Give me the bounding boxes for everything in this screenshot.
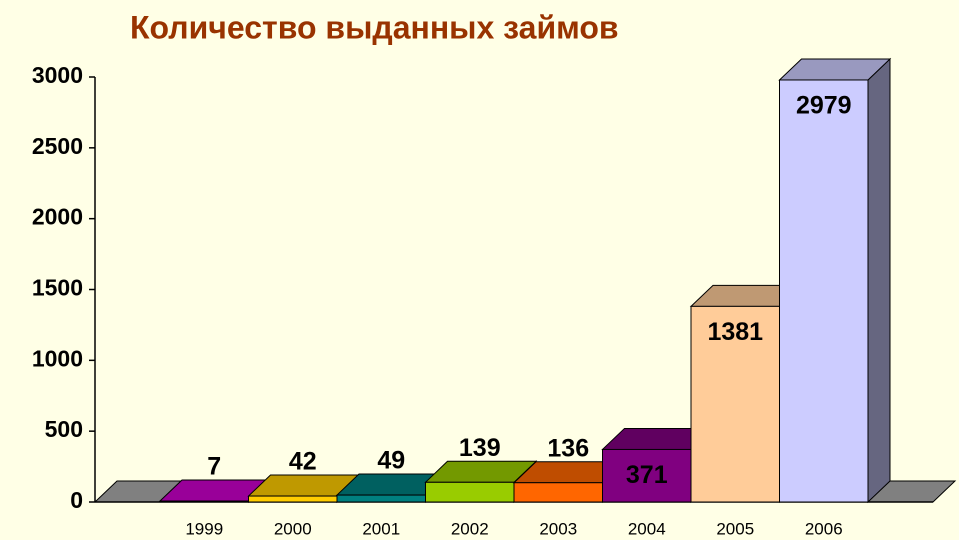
bar	[159, 500, 249, 503]
x-tick-label: 2004	[628, 519, 666, 538]
value-label: 371	[626, 461, 668, 489]
bar	[779, 79, 869, 503]
bar	[602, 448, 692, 503]
value-label: 139	[459, 434, 501, 462]
value-label: 2979	[796, 92, 852, 120]
x-tick-label: 2003	[539, 519, 577, 538]
y-tick-label: 2000	[32, 204, 83, 230]
y-tick-label: 0	[70, 487, 83, 513]
y-tick-label: 1500	[32, 275, 83, 301]
bar	[513, 482, 603, 503]
y-tick-label: 3000	[32, 62, 83, 88]
x-tick-label: 2000	[274, 519, 312, 538]
value-label: 42	[289, 448, 317, 476]
x-tick-label: 2005	[716, 519, 754, 538]
bar	[425, 481, 515, 503]
chart-title: Количество выданных займов	[130, 9, 619, 45]
bar-side	[867, 57, 891, 504]
x-tick-label: 1999	[185, 519, 223, 538]
x-tick-label: 2002	[451, 519, 489, 538]
bar	[690, 305, 780, 503]
value-label: 136	[547, 434, 589, 462]
bar	[248, 495, 338, 503]
y-tick-label: 1000	[32, 345, 83, 371]
x-tick-label: 2001	[362, 519, 400, 538]
value-label: 7	[207, 453, 221, 481]
x-tick-label: 2006	[805, 519, 843, 538]
value-label: 49	[377, 447, 405, 475]
y-tick-label: 500	[45, 416, 83, 442]
bar	[336, 494, 426, 503]
value-label: 1381	[707, 318, 763, 346]
y-tick-label: 2500	[32, 133, 83, 159]
